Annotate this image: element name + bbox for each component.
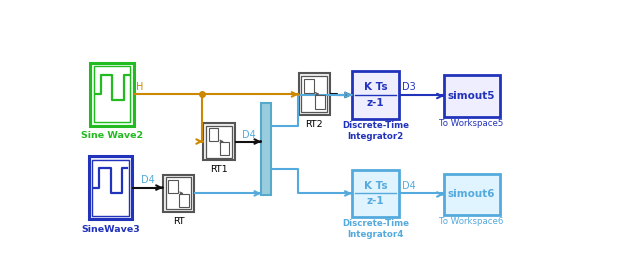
Bar [163,175,194,212]
Text: Discrete-Time
Integrator4: Discrete-Time Integrator4 [342,219,409,240]
Bar [444,75,499,117]
Text: simout5: simout5 [448,91,496,101]
Text: H: H [136,82,144,92]
Bar [209,128,218,141]
Text: K Ts: K Ts [364,181,388,191]
Text: RT1: RT1 [210,165,227,174]
Bar [301,76,327,112]
Text: D4: D4 [242,130,256,140]
Bar [90,63,134,126]
Text: z-1: z-1 [367,196,384,206]
Bar [89,156,132,219]
Text: Discrete-Time
Integrator2: Discrete-Time Integrator2 [342,121,409,141]
Text: To Workspace5: To Workspace5 [439,119,504,128]
Bar [179,194,189,207]
Text: SineWave3: SineWave3 [81,225,140,234]
Text: RT: RT [173,217,184,226]
Bar [203,123,234,160]
Bar [315,95,324,109]
Text: D4: D4 [402,181,416,191]
Text: D3: D3 [402,82,416,92]
Bar [206,125,232,158]
Bar [261,103,271,195]
Text: D4: D4 [141,175,154,185]
Bar [168,180,178,193]
Bar [352,170,399,217]
Bar [444,174,499,215]
Text: Sine Wave2: Sine Wave2 [81,131,143,141]
Bar [352,71,399,119]
Bar [92,160,129,216]
Bar [299,73,330,114]
Text: RT2: RT2 [306,120,323,129]
Bar [304,79,314,93]
Bar [166,177,191,209]
Text: z-1: z-1 [367,98,384,108]
Text: K Ts: K Ts [364,82,388,92]
Bar [219,142,229,155]
Text: To Workspace6: To Workspace6 [439,217,504,226]
Bar [94,66,131,122]
Text: simout6: simout6 [448,189,496,199]
